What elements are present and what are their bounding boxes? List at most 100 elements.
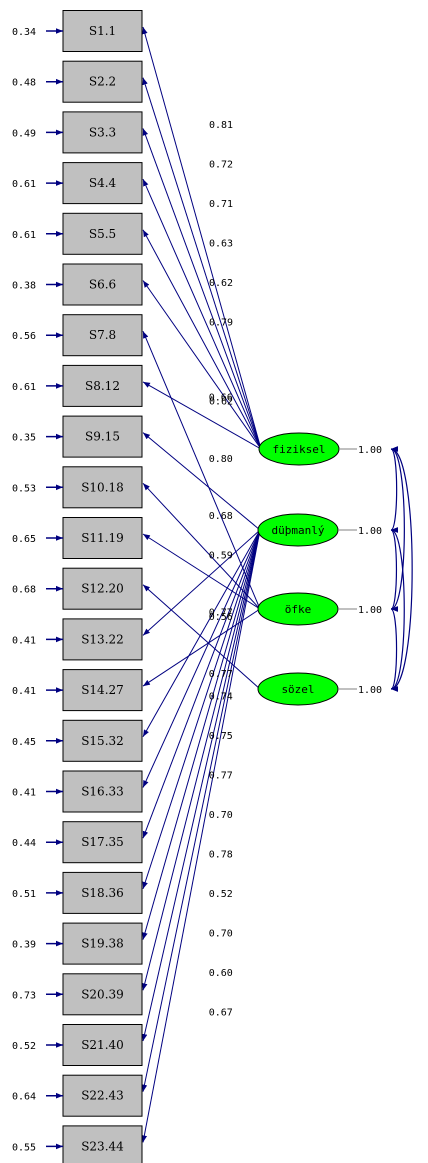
error-variance-label: 0.73 <box>12 990 36 1001</box>
loading-path-23 <box>141 529 261 1143</box>
observed-box <box>62 1024 143 1066</box>
loading-value-label: 0.81 <box>209 120 233 131</box>
observed-variable-16: S16.33 0.41 <box>12 770 143 813</box>
observed-box <box>62 567 143 610</box>
latent-label: öfke <box>285 603 312 616</box>
loading-value-label: 0.60 <box>209 968 233 979</box>
observed-label: S4.4 <box>89 176 117 190</box>
observed-box <box>62 871 143 914</box>
observed-variable-13: S13.22 0.41 <box>12 618 143 661</box>
loading-value-label: 0.72 <box>209 159 233 170</box>
observed-label: S2.2 <box>89 75 116 89</box>
observed-variable-2: S2.2 0.48 <box>12 60 143 103</box>
correlation-arc-dusmanlik-sozel <box>390 527 405 692</box>
error-variance-label: 0.61 <box>12 230 36 241</box>
observed-label: S16.33 <box>81 785 124 799</box>
error-variance-label: 0.52 <box>12 1041 36 1052</box>
observed-variable-7: S7.8 0.56 <box>12 314 143 357</box>
observed-box <box>62 1074 143 1117</box>
observed-label: S21.40 <box>81 1038 124 1052</box>
observed-variable-9: S9.15 0.35 <box>12 415 143 458</box>
observed-box <box>62 314 143 357</box>
error-variance-label: 0.56 <box>12 331 36 342</box>
latent-sozel: sözel 1.00 <box>257 672 382 706</box>
observed-box <box>62 60 143 103</box>
loading-value-label: 0.70 <box>209 929 233 940</box>
loading-path-2 <box>142 77 262 450</box>
observed-variable-5: S5.5 0.61 <box>12 212 143 255</box>
error-variance-label: 0.44 <box>12 838 36 849</box>
loading-value-label: 0.63 <box>209 238 233 249</box>
observed-variable-11: S11.19 0.65 <box>12 517 143 559</box>
loading-path-15 <box>142 529 261 738</box>
loading-path-12 <box>142 584 261 690</box>
observed-variable-4: S4.4 0.61 <box>12 162 143 205</box>
loading-value-label: 0.62 <box>209 397 233 408</box>
error-variance-label: 0.45 <box>12 737 36 748</box>
correlation-arc-fiziksel-dusmanlik <box>390 446 399 533</box>
observed-variable-14: S14.27 0.41 <box>12 669 143 712</box>
loading-path-10 <box>142 482 261 610</box>
loading-path-4 <box>142 178 262 450</box>
observed-variable-18: S18.36 0.51 <box>12 871 143 914</box>
error-variance-label: 0.55 <box>12 1142 36 1153</box>
loading-value-label: 0.75 <box>209 731 233 742</box>
observed-label: S1.1 <box>89 24 116 38</box>
loading-value-label: 0.66 <box>209 392 233 403</box>
error-variance-label: 0.39 <box>12 940 36 951</box>
observed-label: S15.32 <box>81 734 124 748</box>
error-variance-label: 0.53 <box>12 483 36 494</box>
loading-paths-layer <box>141 26 262 1143</box>
observed-label: S6.6 <box>89 278 116 292</box>
latent-dusmanlik: düþmanlý 1.00 <box>257 513 382 547</box>
error-variance-label: 0.34 <box>12 27 36 38</box>
loading-value-label: 0.74 <box>209 691 233 702</box>
latent-variance-label: 1.00 <box>358 605 382 616</box>
latent-label: düþmanlý <box>272 524 325 537</box>
latent-fiziksel: fiziksel 1.00 <box>258 432 382 466</box>
observed-variable-17: S17.35 0.44 <box>12 821 143 864</box>
loading-path-13 <box>142 529 261 636</box>
correlation-arc-ofke-sozel <box>390 606 399 692</box>
observed-box <box>62 517 143 559</box>
observed-variable-21: S21.40 0.52 <box>12 1024 143 1066</box>
latent-variance-label: 1.00 <box>358 685 382 696</box>
loading-value-label: 0.52 <box>209 889 233 900</box>
error-variance-label: 0.51 <box>12 889 36 900</box>
loading-value-label: 0.67 <box>209 1008 233 1019</box>
loading-value-label: 0.71 <box>209 199 233 210</box>
loading-path-1 <box>142 26 262 450</box>
observed-variable-1: S1.1 0.34 <box>12 10 143 52</box>
latent-ofke: öfke 1.00 <box>257 592 382 626</box>
loading-path-20 <box>142 529 261 991</box>
loading-value-label: 0.62 <box>209 278 233 289</box>
observed-label: S8.12 <box>85 379 120 393</box>
observed-variable-19: S19.38 0.39 <box>12 922 143 965</box>
observed-box <box>62 821 143 864</box>
error-variance-label: 0.68 <box>12 585 36 596</box>
observed-variable-20: S20.39 0.73 <box>12 973 143 1016</box>
observed-label: S14.27 <box>81 683 124 697</box>
observed-label: S20.39 <box>81 987 124 1001</box>
loading-path-16 <box>142 529 261 788</box>
observed-label: S5.5 <box>89 227 116 241</box>
loading-value-label: 0.59 <box>209 551 233 562</box>
observed-label: S13.22 <box>81 632 124 646</box>
error-variance-label: 0.61 <box>12 179 36 190</box>
observed-box <box>62 10 143 52</box>
latent-variance-label: 1.00 <box>358 445 382 456</box>
correlation-arc-fiziksel-sozel <box>390 446 413 692</box>
observed-variable-15: S15.32 0.45 <box>12 719 143 762</box>
correlation-layer <box>390 446 413 692</box>
observed-label: S3.3 <box>89 125 116 139</box>
error-variance-label: 0.49 <box>12 128 36 139</box>
observed-label: S18.36 <box>81 886 124 900</box>
observed-box <box>62 618 143 661</box>
observed-label: S19.38 <box>81 937 124 951</box>
loading-path-19 <box>142 529 261 940</box>
observed-label: S23.44 <box>81 1139 124 1153</box>
observed-box <box>62 212 143 255</box>
observed-box <box>62 466 143 509</box>
loading-value-label: 0.77 <box>209 608 233 619</box>
observed-label: S9.15 <box>85 430 120 444</box>
